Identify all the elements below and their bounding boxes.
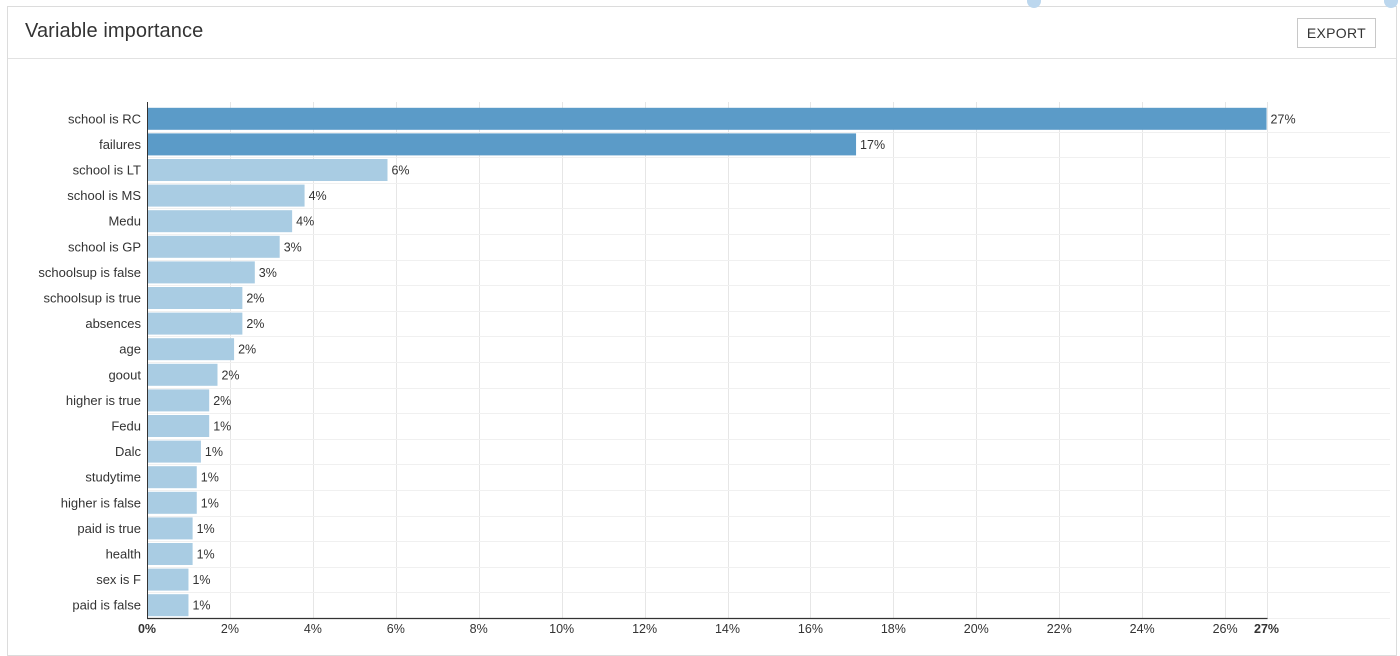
bar bbox=[147, 491, 197, 514]
category-label: age bbox=[119, 342, 141, 357]
category-label: Dalc bbox=[115, 444, 142, 459]
export-button[interactable]: EXPORT bbox=[1296, 18, 1376, 48]
bar bbox=[147, 415, 210, 437]
category-label: failures bbox=[99, 137, 141, 152]
bar bbox=[147, 466, 197, 489]
value-label: 6% bbox=[391, 164, 409, 178]
category-label: school is LT bbox=[73, 163, 141, 178]
bar bbox=[147, 261, 255, 284]
bar bbox=[147, 389, 210, 412]
category-label: school is RC bbox=[68, 111, 141, 126]
bar bbox=[147, 133, 857, 156]
x-tick-label: 18% bbox=[881, 622, 906, 636]
value-label: 1% bbox=[197, 548, 215, 562]
value-label: 2% bbox=[238, 343, 256, 357]
value-label: 1% bbox=[197, 522, 215, 536]
bar bbox=[147, 363, 218, 386]
category-label: school is GP bbox=[68, 239, 141, 254]
category-label: health bbox=[106, 547, 141, 562]
bar bbox=[147, 159, 388, 181]
category-label: higher is true bbox=[66, 393, 141, 408]
category-label: Medu bbox=[108, 214, 141, 229]
value-label: 27% bbox=[1271, 112, 1296, 126]
x-tick-label: 4% bbox=[304, 622, 322, 636]
value-label: 1% bbox=[205, 445, 223, 459]
x-tick-label: 6% bbox=[387, 622, 405, 636]
category-label: paid is true bbox=[77, 521, 141, 536]
bar bbox=[147, 184, 305, 207]
value-label: 2% bbox=[213, 394, 231, 408]
bar bbox=[147, 594, 189, 617]
category-label: schoolsup is false bbox=[38, 265, 141, 280]
x-tick-label: 14% bbox=[715, 622, 740, 636]
panel-title: Variable importance bbox=[25, 20, 204, 42]
category-label: studytime bbox=[85, 470, 141, 485]
value-label: 1% bbox=[192, 573, 210, 587]
x-tick-label: 24% bbox=[1130, 622, 1155, 636]
value-label: 4% bbox=[296, 215, 314, 229]
bar bbox=[147, 543, 193, 565]
category-label: sex is F bbox=[96, 572, 141, 587]
value-label: 3% bbox=[284, 240, 302, 254]
value-label: 1% bbox=[201, 496, 219, 510]
bar bbox=[147, 235, 280, 258]
x-tick-label: 2% bbox=[221, 622, 239, 636]
bar bbox=[147, 517, 193, 540]
value-label: 2% bbox=[246, 317, 264, 331]
x-tick-label: 12% bbox=[632, 622, 657, 636]
category-label: paid is false bbox=[72, 598, 141, 613]
x-tick-label: 10% bbox=[549, 622, 574, 636]
x-tick-label: 16% bbox=[798, 622, 823, 636]
bar bbox=[147, 107, 1267, 130]
x-tick-label: 26% bbox=[1213, 622, 1238, 636]
bar bbox=[147, 338, 235, 361]
decorative-dot-icon bbox=[1384, 0, 1398, 8]
value-label: 1% bbox=[192, 599, 210, 613]
bar bbox=[147, 440, 201, 463]
value-label: 2% bbox=[246, 292, 264, 306]
value-label: 1% bbox=[201, 471, 219, 485]
bar bbox=[147, 210, 293, 233]
panel-header: Variable importance EXPORT bbox=[8, 7, 1396, 59]
category-label: schoolsup is true bbox=[43, 291, 141, 306]
x-tick-label: 22% bbox=[1047, 622, 1072, 636]
bar bbox=[147, 287, 243, 309]
value-label: 3% bbox=[259, 266, 277, 280]
value-label: 17% bbox=[860, 138, 885, 152]
x-tick-label: 0% bbox=[138, 622, 156, 636]
bar bbox=[147, 312, 243, 335]
category-label: goout bbox=[108, 367, 141, 382]
category-label: Fedu bbox=[111, 419, 141, 434]
category-label: higher is false bbox=[61, 495, 141, 510]
value-label: 4% bbox=[309, 189, 327, 203]
x-tick-label: 27% bbox=[1254, 622, 1279, 636]
value-label: 1% bbox=[213, 420, 231, 434]
decorative-dot-icon bbox=[1027, 0, 1041, 8]
value-label: 2% bbox=[221, 368, 239, 382]
category-label: absences bbox=[85, 316, 141, 331]
bar bbox=[147, 568, 189, 591]
x-tick-label: 8% bbox=[470, 622, 488, 636]
x-tick-label: 20% bbox=[964, 622, 989, 636]
category-label: school is MS bbox=[67, 188, 141, 203]
